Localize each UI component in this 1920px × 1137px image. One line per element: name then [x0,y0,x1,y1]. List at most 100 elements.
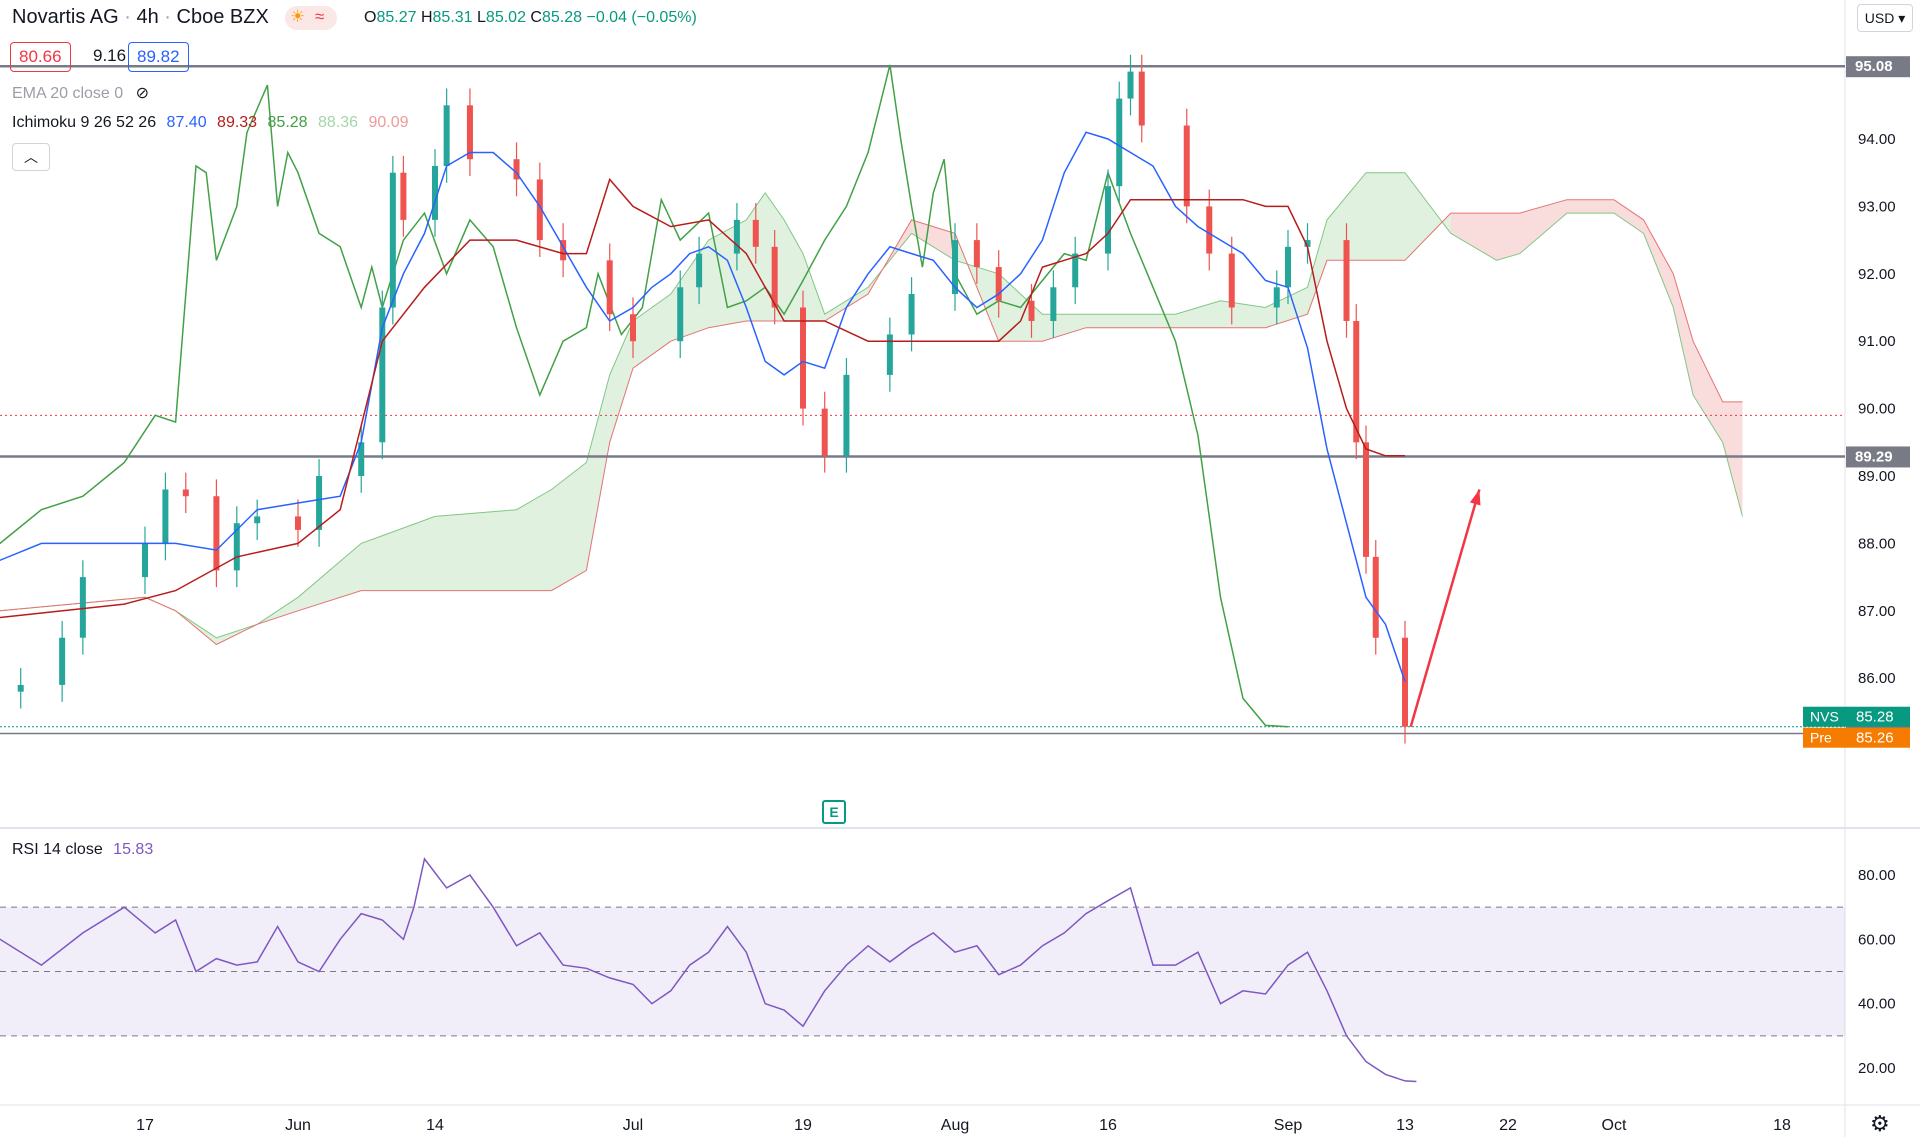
rsi-axis-tick: 40.00 [1858,996,1896,1013]
candle-body [443,105,450,166]
candle-body [400,172,407,220]
time-axis-label: 19 [794,1117,812,1134]
time-axis-label: 22 [1499,1117,1517,1134]
cloud-segment [435,509,517,591]
senkou-span-b-line [0,199,1743,646]
ema-label: EMA 20 close 0 [12,85,124,102]
candle-body [162,489,169,544]
candle-body [1402,637,1408,727]
cloud-segment [1405,172,1451,261]
pre-label: Pre [1810,730,1832,746]
candle-body [1050,287,1057,321]
rsi-value: 15.83 [113,841,154,858]
candle-body [1304,240,1311,247]
market-status-badge[interactable]: ☀ ≈ [285,6,337,30]
rsi-line [0,857,1417,1083]
candle-body [1183,125,1190,207]
candle-body [1353,320,1360,443]
candle-body [952,240,958,295]
candle-body [389,172,396,308]
price-axis-tick: 86.00 [1858,670,1896,687]
rsi-label: RSI 14 close [12,841,103,858]
cloud-segment [1130,314,1176,328]
time-axis-label: Jun [285,1117,311,1134]
cloud-segment [609,320,633,443]
candle-body [973,240,980,268]
rsi-axis-tick: 60.00 [1858,931,1896,948]
price-axis-level-box [1846,446,1910,468]
candle-body [1105,186,1111,254]
cloud-segment [1722,401,1743,517]
symbol-title[interactable]: Novartis AG · 4h · Cboe BZX [12,6,269,28]
price-axis-tick: 87.00 [1858,603,1896,620]
time-axis-label: 18 [1773,1117,1791,1134]
ema-legend[interactable]: EMA 20 close 0 ⊘ [12,83,149,103]
buy-price-button[interactable]: 89.82 [128,42,189,72]
ohlc-change: −0.04 (−0.05%) [586,9,697,26]
spread-value: 9.16 [93,46,127,65]
cloud-segment [516,489,552,591]
exchange-label: Cboe BZX [176,6,269,28]
cloud-segment [1327,172,1366,261]
candle-body [677,287,684,342]
cloud-segment [784,219,803,321]
cloud-segment [824,287,869,321]
cloud-segment [1566,199,1614,214]
kijun-sen-line [0,177,1405,619]
ichimoku-value-3: 88.36 [313,114,359,131]
ohlc-open: 85.27 [376,9,417,26]
candle-body [466,105,473,160]
cloud-segment [1086,314,1131,328]
cloud-segment [586,374,610,571]
sell-price-button[interactable]: 80.66 [10,42,71,72]
rsi-axis-tick: 80.00 [1858,867,1896,884]
time-axis-label: Oct [1602,1117,1627,1134]
price-axis-level-box [1846,56,1910,78]
rsi-legend[interactable]: RSI 14 close 15.83 [12,841,153,859]
candle-body [1127,71,1134,99]
chikou-span-line [0,64,1289,728]
hidden-eye-icon[interactable]: ⊘ [135,85,150,102]
candle-body [800,307,806,409]
price-axis-level-label: 95.08 [1855,58,1893,75]
pre-value: 85.26 [1856,730,1894,747]
pre-price-box [1803,727,1910,748]
candle-body [1072,253,1079,288]
interval-label: 4h [136,6,159,28]
candle-body [843,374,850,456]
currency-selector[interactable]: USD ▾ [1857,4,1913,32]
time-axis-label: Aug [941,1117,969,1134]
cloud-segment [1307,219,1327,315]
candle-body [752,219,759,247]
ohlc-legend: O85.27 H85.31 L85.02 C85.28 −0.04 (−0.05… [364,9,697,26]
tenkan-sen-line [0,131,1406,682]
candle-body [1206,206,1213,254]
ohlc-high: 85.31 [432,9,473,26]
candle-body [379,307,386,443]
settings-gear-icon[interactable]: ⚙ [1870,1111,1890,1136]
cloud-segment [1673,273,1694,396]
candle-body [1273,287,1280,308]
trend-arrow-line [1409,489,1481,728]
collapse-legend-button[interactable]: ︿ [12,143,50,171]
ichimoku-value-2: 85.28 [263,114,308,131]
time-axis-label: 13 [1396,1117,1414,1134]
ichimoku-legend[interactable]: Ichimoku 9 26 52 26 87.40 89.33 85.28 88… [12,114,409,132]
earnings-icon[interactable]: E [822,800,846,824]
candle-body [1028,300,1035,321]
cloud-segment [1614,199,1644,234]
price-axis-level-label: 89.29 [1855,448,1893,465]
nvs-value: 85.28 [1856,709,1894,726]
cloud-segment [1450,213,1497,261]
ichimoku-value-1: 89.33 [212,114,258,131]
nvs-price-box [1803,706,1910,727]
candle-body [1285,246,1291,288]
candle-body [233,523,240,571]
candle-body [213,496,220,571]
candle-body [1138,71,1145,126]
cloud-segment [670,240,709,342]
time-axis-label: Sep [1274,1117,1303,1134]
time-axis-label: 14 [426,1117,444,1134]
ichimoku-label: Ichimoku 9 26 52 26 [12,114,157,131]
